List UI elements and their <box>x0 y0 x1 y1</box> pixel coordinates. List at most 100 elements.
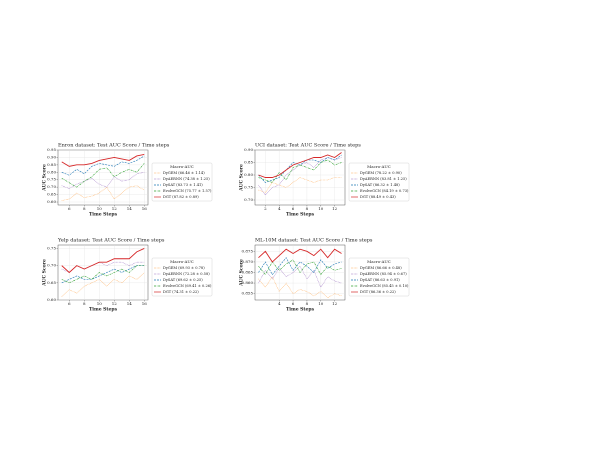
series-line <box>258 257 342 276</box>
y-tick-label: 0.65 <box>47 280 56 285</box>
series-line <box>61 185 145 201</box>
y-tick-label: 0.60 <box>47 199 56 204</box>
x-tick-label: 12 <box>112 206 118 211</box>
series-line <box>61 265 145 284</box>
legend-title: Macro-AUC <box>367 164 391 169</box>
x-tick-label: 2 <box>264 206 267 211</box>
y-tick-label: 0.75 <box>47 177 56 182</box>
y-tick-label: 0.70 <box>47 263 56 268</box>
chart-title: Yelp dataset: Test AUC Score / Time step… <box>57 238 165 244</box>
y-tick-label: 0.75 <box>244 185 253 190</box>
x-tick-label: 6 <box>292 206 295 211</box>
y-tick-label: 0.75 <box>47 245 56 250</box>
legend-label: DySAT (69.62 ± 0.25) <box>163 278 203 282</box>
series-line <box>61 172 145 189</box>
legend-label: EvolveGCN (84.19 ± 0.73) <box>360 189 409 193</box>
legend-box <box>348 162 410 202</box>
legend-label: EvolveGCN (85.45 ± 0.10) <box>360 284 409 288</box>
x-axis-label: Time Steps <box>89 307 118 313</box>
y-tick-label: 0.90 <box>244 147 253 152</box>
legend-label: DGT (86.36 ± 0.22) <box>360 290 396 294</box>
legend-box <box>151 257 213 297</box>
y-tick-label: 0.870 <box>242 259 254 264</box>
legend-label: DGT (88.49 ± 0.43) <box>360 195 396 199</box>
legend-box <box>151 162 213 202</box>
series-line <box>61 272 145 297</box>
y-tick-label: 0.865 <box>242 270 254 275</box>
chart-title: ML-10M dataset: Test AUC Score / Time st… <box>255 238 373 244</box>
x-tick-label: 8 <box>83 301 86 306</box>
legend-label: DySAT (86.63 ± 0.91) <box>360 278 400 282</box>
y-tick-label: 0.855 <box>242 291 254 296</box>
y-tick-label: 0.860 <box>242 280 254 285</box>
legend-label: DyAERNN (85.94 ± 0.67) <box>360 272 407 276</box>
x-tick-label: 4 <box>278 206 281 211</box>
legend-label: DyAERNN (72.28 ± 0.58) <box>163 272 210 276</box>
chart-title: UCI dataset: Test AUC Score / Time steps <box>255 143 361 149</box>
y-axis-label: AUC Score <box>239 164 245 192</box>
series-line <box>61 163 145 188</box>
legend-title: Macro-AUC <box>170 164 194 169</box>
legend-label: DyGEM (78.22 ± 0.90) <box>360 171 402 175</box>
x-tick-label: 8 <box>83 206 86 211</box>
legend-label: DyGEM (86.66 ± 0.48) <box>360 266 402 270</box>
series-line <box>258 154 342 183</box>
y-tick-label: 0.60 <box>47 297 56 302</box>
x-tick-label: 8 <box>306 206 309 211</box>
legend-box <box>348 257 410 297</box>
x-tick-label: 12 <box>332 301 338 306</box>
legend-label: DyGEM (66.46 ± 1.14) <box>163 171 205 175</box>
legend-label: DyAERNN (83.81 ± 1.25) <box>360 177 407 181</box>
y-tick-label: 0.80 <box>47 169 56 174</box>
series-line <box>258 159 342 183</box>
chart-title: Enron dataset: Test AUC Score / Time ste… <box>58 143 170 149</box>
legend-label: DGT (74.31 ± 0.22) <box>163 290 199 294</box>
y-axis-label: AUC Score <box>239 259 245 287</box>
legend-label: DGT (87.82 ± 0.89) <box>163 195 199 199</box>
y-tick-label: 0.875 <box>242 248 254 253</box>
series-line <box>258 177 342 193</box>
series-line <box>61 248 145 274</box>
y-tick-label: 0.85 <box>47 162 56 167</box>
x-tick-label: 6 <box>292 301 295 306</box>
y-tick-label: 0.85 <box>244 160 253 165</box>
x-axis-label: Time Steps <box>286 212 315 218</box>
series-line <box>61 155 145 176</box>
series-line <box>61 265 145 284</box>
y-tick-label: 0.65 <box>47 192 56 197</box>
x-tick-label: 8 <box>306 301 309 306</box>
x-tick-label: 10 <box>318 206 324 211</box>
x-tick-label: 4 <box>278 301 281 306</box>
x-tick-label: 6 <box>68 206 71 211</box>
legend-label: DySAT (83.73 ± 1.41) <box>163 183 203 187</box>
legend-label: EvolveGCN (75.77 ± 1.57) <box>163 189 212 193</box>
legend-title: Macro-AUC <box>367 259 391 264</box>
series-line <box>258 248 342 263</box>
x-tick-label: 10 <box>97 301 103 306</box>
x-tick-label: 12 <box>112 301 118 306</box>
plot-area <box>57 149 149 206</box>
series-line <box>61 154 145 167</box>
x-tick-label: 12 <box>332 206 338 211</box>
y-axis-label: AUC Score <box>42 164 48 192</box>
plot-area <box>57 244 149 301</box>
series-line <box>258 276 342 299</box>
x-tick-label: 16 <box>142 206 148 211</box>
y-tick-label: 0.70 <box>244 197 253 202</box>
legend-label: EvolveGCN (69.41 ± 0.26) <box>163 284 212 288</box>
y-tick-label: 0.70 <box>47 184 56 189</box>
y-tick-label: 0.80 <box>244 172 253 177</box>
x-tick-label: 16 <box>142 301 148 306</box>
x-tick-label: 14 <box>127 301 133 306</box>
legend-label: DyGEM (69.93 ± 0.78) <box>163 266 205 270</box>
x-axis-label: Time Steps <box>89 212 118 218</box>
x-tick-label: 10 <box>318 301 324 306</box>
x-tick-label: 6 <box>68 301 71 306</box>
legend-title: Macro-AUC <box>170 259 194 264</box>
x-axis-label: Time Steps <box>286 307 315 313</box>
legend-label: DySAT (86.32 ± 1.48) <box>360 183 400 187</box>
y-tick-label: 0.95 <box>47 147 56 152</box>
y-axis-label: AUC Score <box>42 259 48 287</box>
series-line <box>258 265 342 288</box>
